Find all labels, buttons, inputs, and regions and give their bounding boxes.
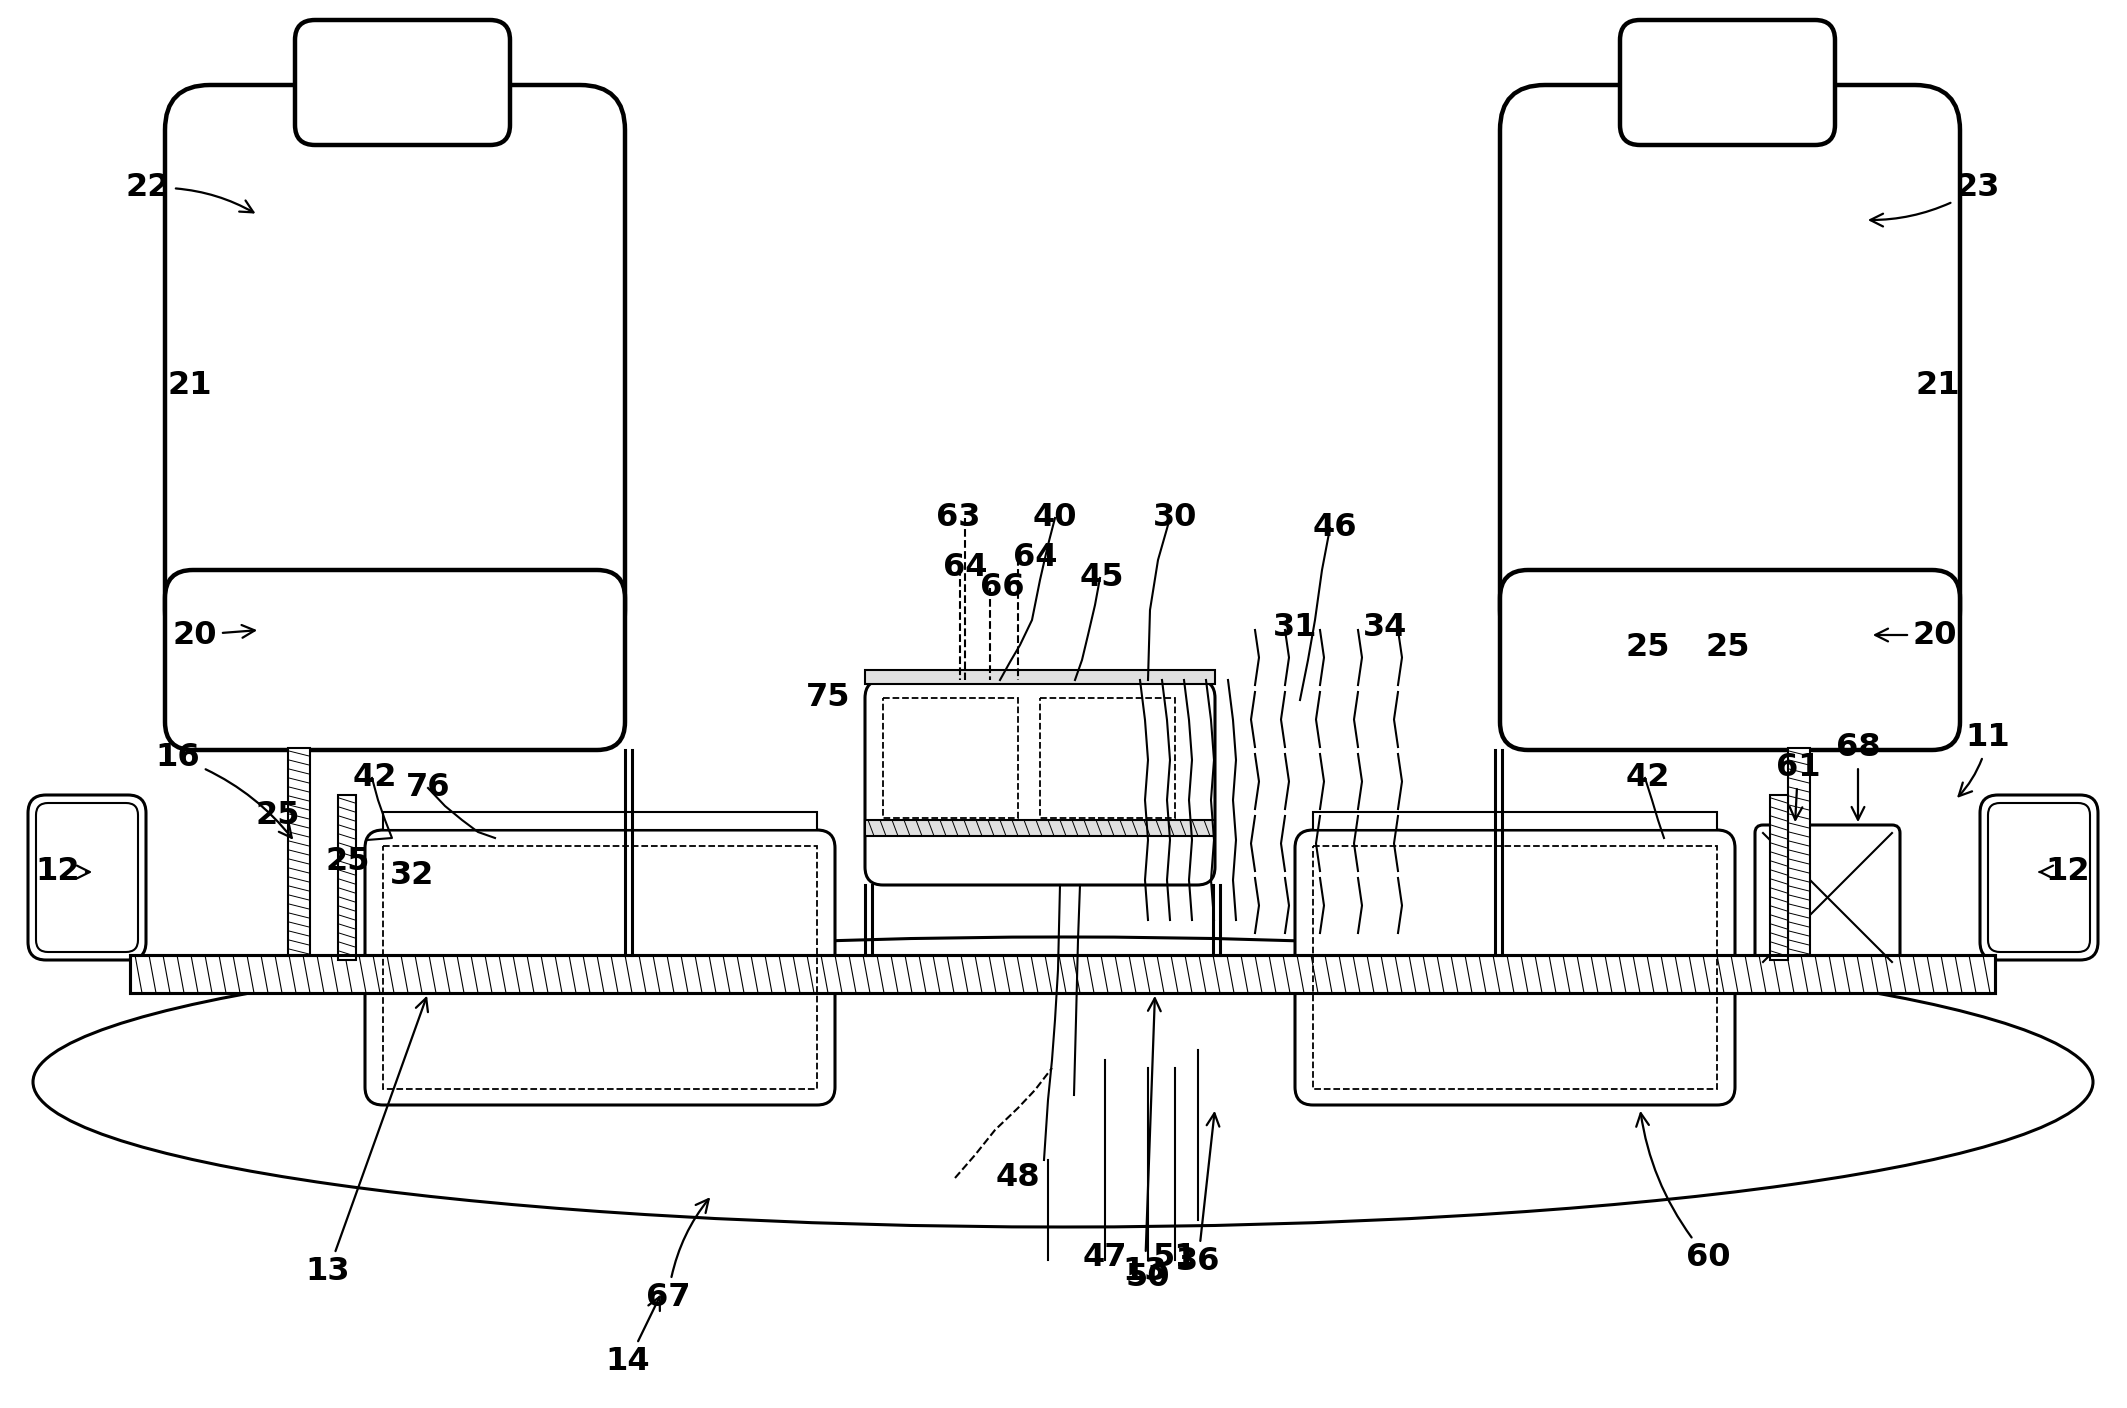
FancyBboxPatch shape — [366, 829, 836, 1105]
FancyBboxPatch shape — [1980, 796, 2097, 960]
Text: 11: 11 — [1959, 722, 2010, 796]
Text: 13: 13 — [1123, 998, 1168, 1287]
Text: 25: 25 — [1706, 632, 1751, 663]
Bar — [866, 819, 1215, 836]
Bar — [1040, 698, 1174, 818]
FancyBboxPatch shape — [36, 803, 138, 952]
Text: 25: 25 — [255, 800, 300, 831]
FancyBboxPatch shape — [1500, 84, 1959, 655]
Text: 76: 76 — [406, 773, 451, 804]
Bar — [287, 748, 311, 955]
FancyBboxPatch shape — [1295, 829, 1736, 1105]
Text: 14: 14 — [606, 1297, 659, 1377]
Text: 50: 50 — [1125, 1263, 1170, 1294]
Bar — [338, 796, 355, 960]
FancyBboxPatch shape — [1755, 825, 1899, 970]
Text: 51: 51 — [1153, 1242, 1198, 1273]
FancyBboxPatch shape — [1500, 570, 1959, 750]
Text: 46: 46 — [1312, 513, 1357, 543]
Text: 12: 12 — [2040, 856, 2091, 887]
Bar — [1789, 748, 1810, 955]
Bar — [130, 955, 1995, 993]
Text: 64: 64 — [1012, 542, 1057, 573]
Text: 23: 23 — [1870, 173, 1999, 227]
Text: 13: 13 — [306, 998, 428, 1287]
Text: 75: 75 — [806, 683, 851, 714]
Text: 21: 21 — [168, 369, 213, 400]
Text: 32: 32 — [389, 859, 434, 890]
Text: 12: 12 — [36, 856, 89, 887]
Text: 63: 63 — [936, 503, 981, 534]
Bar — [883, 698, 1019, 818]
Bar — [1312, 812, 1716, 829]
Text: 25: 25 — [325, 846, 370, 877]
Text: 20: 20 — [172, 620, 255, 650]
Text: 48: 48 — [995, 1163, 1040, 1194]
Text: 47: 47 — [1083, 1242, 1127, 1273]
Text: 16: 16 — [155, 742, 291, 838]
Text: 42: 42 — [1625, 763, 1670, 794]
FancyBboxPatch shape — [1989, 803, 2091, 952]
FancyBboxPatch shape — [28, 796, 147, 960]
Text: 45: 45 — [1081, 563, 1125, 594]
Text: 30: 30 — [1153, 503, 1198, 534]
Bar — [866, 670, 1215, 684]
Bar — [1312, 846, 1716, 1088]
Text: 60: 60 — [1636, 1114, 1729, 1273]
Text: 68: 68 — [1836, 732, 1880, 819]
Text: 22: 22 — [125, 173, 253, 213]
FancyBboxPatch shape — [1621, 20, 1836, 145]
Bar — [130, 955, 1995, 993]
Text: 20: 20 — [1876, 620, 1957, 650]
Text: 64: 64 — [942, 552, 987, 583]
Bar — [1770, 796, 1789, 960]
Bar — [383, 812, 817, 829]
Text: 42: 42 — [353, 763, 398, 794]
Text: 67: 67 — [647, 1200, 708, 1314]
Text: 66: 66 — [981, 573, 1025, 604]
Text: 36: 36 — [1176, 1114, 1221, 1277]
Text: 61: 61 — [1776, 752, 1821, 819]
FancyBboxPatch shape — [166, 84, 625, 655]
Bar — [383, 846, 817, 1088]
Text: 34: 34 — [1363, 612, 1408, 643]
Text: 40: 40 — [1034, 503, 1076, 534]
FancyBboxPatch shape — [296, 20, 510, 145]
Text: 21: 21 — [1916, 369, 1961, 400]
Text: 31: 31 — [1272, 612, 1317, 643]
FancyBboxPatch shape — [866, 680, 1215, 886]
FancyBboxPatch shape — [166, 570, 625, 750]
Text: 25: 25 — [1625, 632, 1670, 663]
